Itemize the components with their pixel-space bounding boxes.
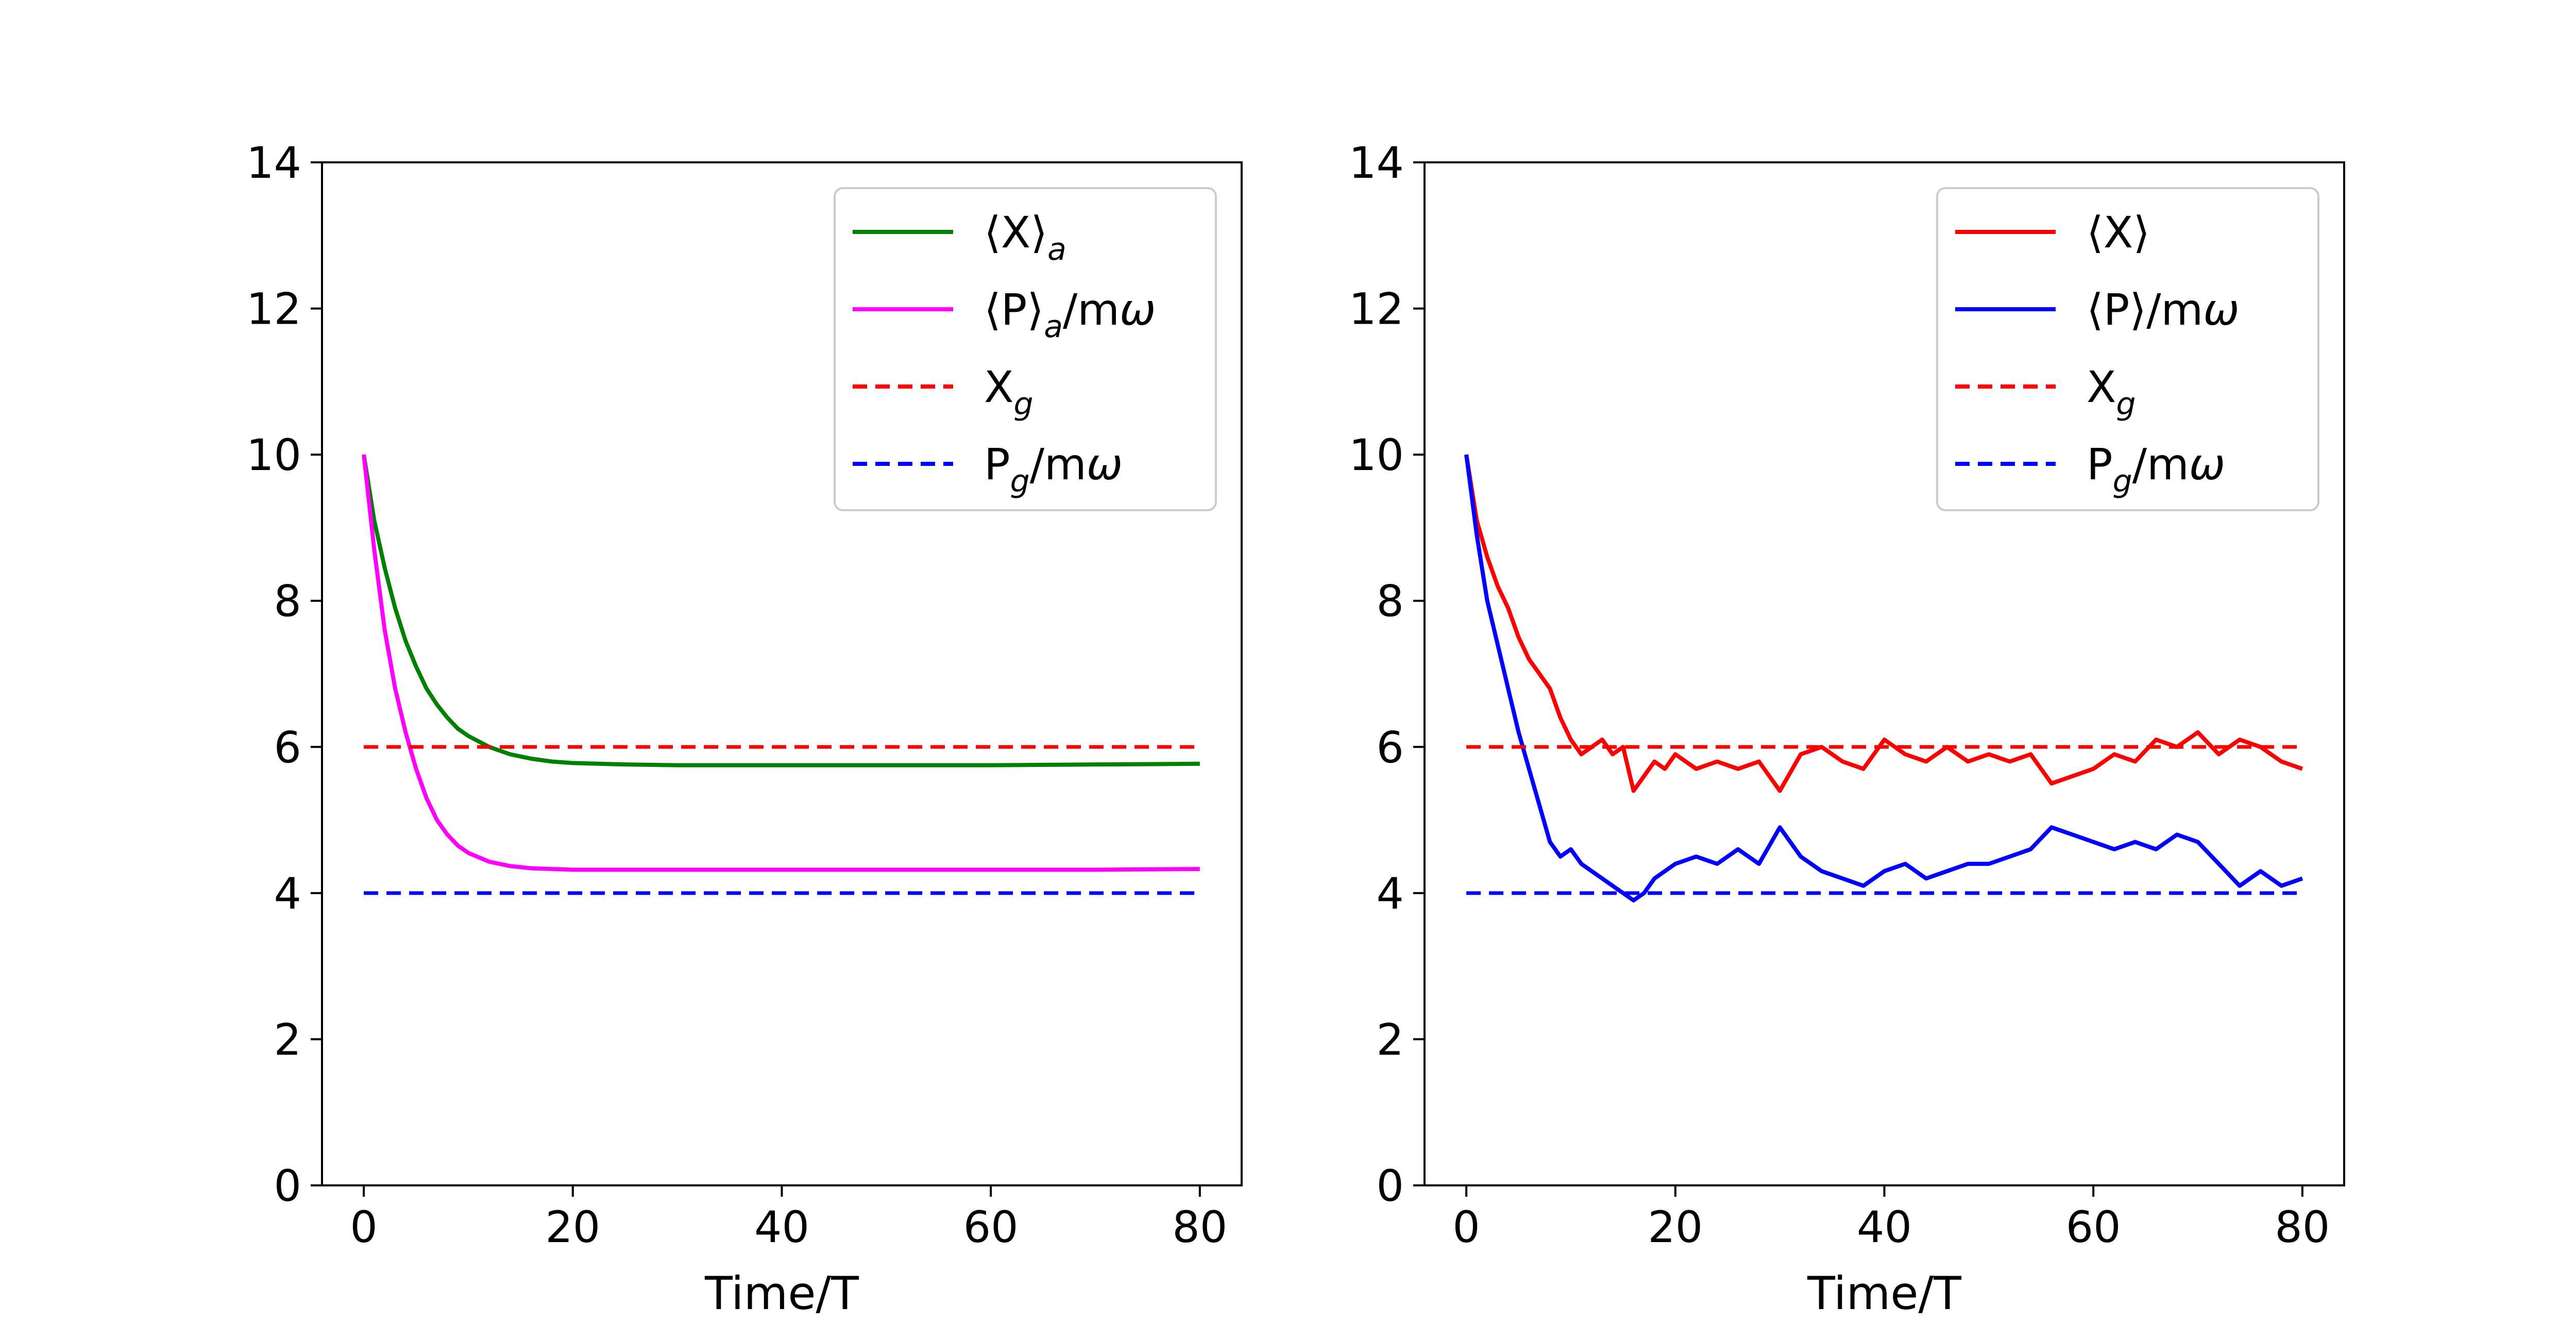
x-tick-label: 20 [545, 1202, 600, 1252]
series-line-x [1464, 454, 2303, 793]
series-line-p-a-m [362, 454, 1200, 872]
x-tick-label: 0 [1452, 1202, 1480, 1252]
x-tick-label: 40 [754, 1202, 809, 1252]
x-tick-label: 20 [1648, 1202, 1703, 1252]
y-tick-label: 6 [1377, 722, 1404, 773]
y-tick-label: 8 [274, 576, 301, 627]
y-tick-label: 2 [274, 1014, 301, 1065]
y-tick-label: 10 [1349, 430, 1404, 480]
legend-label-x-g: Xg [2087, 362, 2136, 422]
legend-label-x-a: ⟨X⟩a [984, 207, 1066, 267]
series-group [362, 454, 1200, 895]
legend: ⟨X⟩a ⟨P⟩a/mω Xg Pg/mω [834, 187, 1217, 511]
legend-box [834, 187, 1217, 511]
legend-label-p-g-m: Pg/mω [984, 439, 1123, 499]
series-line-p-m [1464, 454, 2303, 902]
y-tick-label: 4 [274, 868, 301, 919]
x-tick-label: 80 [2275, 1202, 2330, 1252]
series-group [1464, 454, 2303, 902]
y-tick-label: 2 [1377, 1014, 1404, 1065]
x-tick-label: 60 [2066, 1202, 2121, 1252]
legend-label-p-m: ⟨P⟩/mω [2087, 284, 2240, 335]
left-chart: 0 20 40 60 80 0 2 4 6 8 10 12 14 Time/T ⟨X⟩a ⟨P⟩a/mω Xg P… [246, 138, 1243, 1320]
legend-label-p-a-m: ⟨P⟩a/mω [984, 284, 1156, 345]
legend: ⟨X⟩ ⟨P⟩/mω Xg Pg/mω [1936, 187, 2319, 511]
x-axis-label: Time/T [704, 1267, 859, 1320]
y-tick-label: 12 [246, 284, 301, 334]
y-tick-label: 0 [274, 1161, 301, 1211]
right-chart: 0 20 40 60 80 0 2 4 6 8 10 12 14 Time/T ⟨X⟩ ⟨P⟩/mω Xg Pg/… [1349, 138, 2345, 1320]
y-tick-label: 6 [274, 722, 301, 773]
x-tick-label: 80 [1172, 1202, 1227, 1252]
x-tick-label: 0 [350, 1202, 377, 1252]
y-tick-label: 10 [246, 430, 301, 480]
x-tick-label: 40 [1857, 1202, 1912, 1252]
y-tick-label: 4 [1377, 868, 1404, 919]
x-tick-label: 60 [963, 1202, 1019, 1252]
y-tick-label: 0 [1377, 1161, 1404, 1211]
y-tick-label: 14 [1349, 138, 1404, 188]
legend-label-x-g: Xg [984, 362, 1033, 422]
y-tick-label: 14 [246, 138, 301, 188]
y-tick-label: 8 [1377, 576, 1404, 627]
legend-label-p-g-m: Pg/mω [2087, 439, 2225, 499]
y-tick-label: 12 [1349, 284, 1404, 334]
legend-box [1936, 187, 2319, 511]
legend-label-x: ⟨X⟩ [2087, 207, 2150, 258]
x-axis-label: Time/T [1807, 1267, 1962, 1320]
